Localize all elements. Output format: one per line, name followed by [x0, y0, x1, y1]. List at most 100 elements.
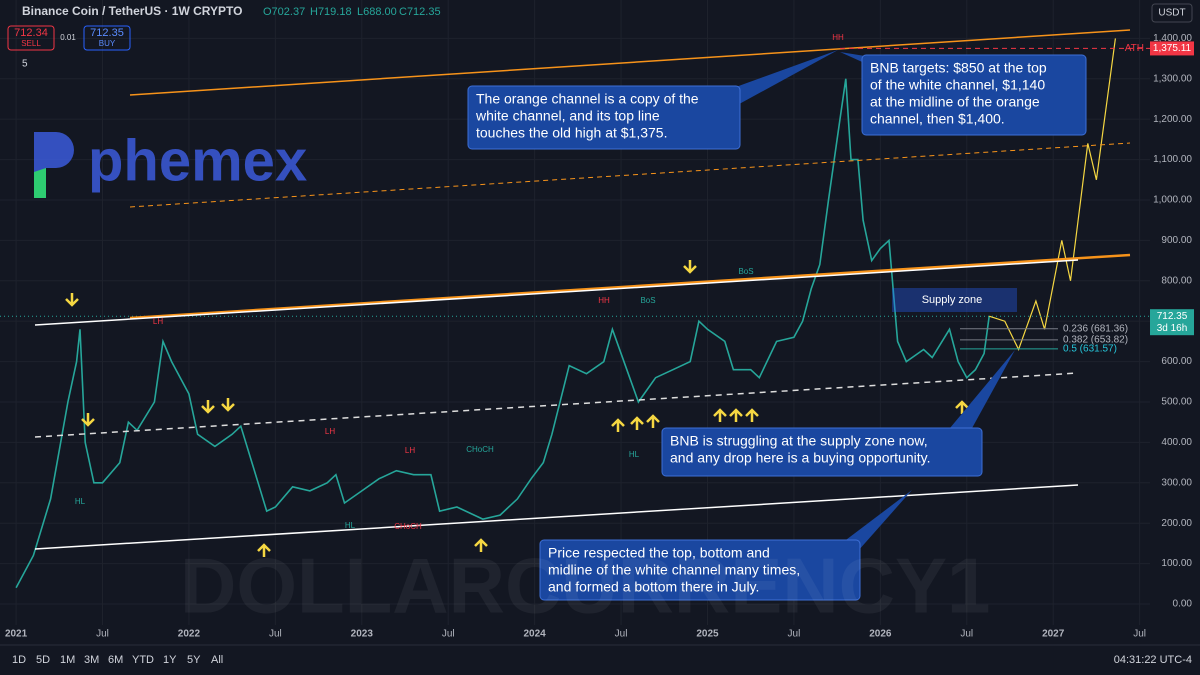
- y-tick-label: 500.00: [1161, 397, 1192, 408]
- y-tick-label: 100.00: [1161, 558, 1192, 569]
- y-tick-label: 200.00: [1161, 518, 1192, 529]
- symbol: Binance Coin / TetherUS · 1W CRYPTO: [22, 4, 242, 18]
- structure-label: LH: [153, 317, 163, 326]
- y-tick-label: 900.00: [1161, 235, 1192, 246]
- open: O702.37: [263, 6, 305, 18]
- arrow-down: [81, 413, 95, 427]
- orange-bottom: [129, 253, 1131, 320]
- range-button[interactable]: 3M: [84, 654, 99, 666]
- structure-label: BoS: [738, 267, 753, 276]
- arrow-up: [713, 408, 727, 422]
- y-tick-label: 300.00: [1161, 477, 1192, 488]
- white-bottom: [34, 484, 1079, 550]
- last-price-label: 712.35: [1157, 311, 1188, 322]
- range-button[interactable]: All: [211, 654, 223, 666]
- arrow-up: [955, 400, 969, 414]
- sell-button[interactable]: [7, 25, 55, 51]
- price-line: [15, 78, 990, 589]
- arrow-down: [65, 293, 79, 307]
- fib-label: 0.382 (653.82): [1063, 334, 1128, 345]
- range-button[interactable]: 1M: [60, 654, 75, 666]
- callout-text: and any drop here is a buying opportunit…: [670, 450, 930, 466]
- arrow-up: [257, 543, 271, 557]
- callout-text: and formed a bottom there in July.: [548, 579, 759, 595]
- callout-text: of the white channel, $1,140: [870, 77, 1045, 93]
- structure-label: HL: [75, 497, 86, 506]
- structure-label: LH: [325, 427, 335, 436]
- structure-label: CHoCH: [394, 522, 422, 531]
- x-tick-label: 2024: [524, 629, 547, 640]
- spread: 0.01: [60, 33, 76, 42]
- arrow-down: [221, 398, 235, 412]
- arrow-up: [745, 408, 759, 422]
- structure-label: HH: [598, 296, 610, 305]
- logo-text: phemex: [88, 128, 307, 193]
- arrow-up: [474, 538, 488, 552]
- range-button[interactable]: 1D: [12, 654, 26, 666]
- x-tick-label: 2025: [696, 629, 719, 640]
- fib-label: 0.5 (631.57): [1063, 343, 1117, 354]
- last-price-tag: [1150, 309, 1194, 336]
- structure-label: BoS: [640, 296, 655, 305]
- arrow-down: [683, 260, 697, 274]
- range-button[interactable]: 1Y: [163, 654, 177, 666]
- x-tick-label: 2026: [869, 629, 892, 640]
- callout-text: touches the old high at $1,375.: [476, 125, 667, 141]
- arrow-up: [729, 408, 743, 422]
- callout-pointer: [940, 350, 1015, 450]
- high: H719.18: [310, 6, 352, 18]
- plot: 2021 Jul 2022 Jul 2023 Jul 2024 Jul 2025 Jul 2026 J…: [0, 0, 1150, 640]
- callout-text: midline of the white channel many times,: [548, 562, 800, 578]
- x-tick-label: Jul: [615, 629, 628, 640]
- range-button[interactable]: YTD: [132, 654, 154, 666]
- x-tick-label: 2027: [1042, 629, 1065, 640]
- ath-text: ATH: [1125, 43, 1144, 54]
- x-tick-label: Jul: [1133, 629, 1146, 640]
- logo: phemex: [34, 128, 307, 198]
- x-tick-label: 2022: [178, 629, 201, 640]
- buy-label: BUY: [99, 39, 116, 48]
- structure-label: HH: [832, 33, 844, 42]
- x-tick-label: 2023: [351, 629, 374, 640]
- currency-box[interactable]: [1151, 3, 1193, 23]
- arrow-up: [611, 418, 625, 432]
- overlay: 0.00 100.00 200.00 300.00 400.00 500.00 600.00…: [65, 0, 1200, 645]
- channels: [34, 29, 1131, 550]
- projection-line: [989, 38, 1116, 352]
- arrow-up: [646, 414, 660, 428]
- countdown: 3d 16h: [1157, 323, 1188, 334]
- footer: 1D 5D 1M 3M 6M YTD 1Y 5Y All: [12, 654, 223, 666]
- ath-tag: [1150, 41, 1194, 56]
- x-tick-label: Jul: [269, 629, 282, 640]
- callout-text: BNB targets: $850 at the top: [870, 60, 1047, 76]
- white-top: [34, 259, 1079, 326]
- callout-box: [661, 427, 983, 477]
- y-tick-label: 0.00: [1173, 599, 1193, 610]
- y-tick-label: 1,000.00: [1153, 195, 1192, 206]
- supply-zone-box: [892, 288, 1017, 312]
- range-button[interactable]: 5D: [36, 654, 50, 666]
- indicators[interactable]: 5: [22, 59, 28, 70]
- y-tick-label: 1,200.00: [1153, 114, 1192, 125]
- callout-text: channel, then $1,400.: [870, 111, 1005, 127]
- range-button[interactable]: 5Y: [187, 654, 201, 666]
- callout-text: Price respected the top, bottom and: [548, 545, 770, 561]
- currency[interactable]: USDT: [1158, 8, 1185, 19]
- structure-label: CHoCH: [466, 445, 494, 454]
- ath-label: 1,375.11: [1153, 43, 1192, 54]
- x-tick-label: Jul: [788, 629, 801, 640]
- sell-label: SELL: [21, 39, 41, 48]
- buy-price: 712.35: [90, 27, 124, 39]
- x-tick-label: 2021: [5, 629, 28, 640]
- arrow-down: [201, 400, 215, 414]
- white-mid: [34, 372, 1079, 438]
- range-button[interactable]: 6M: [108, 654, 123, 666]
- orange-top: [129, 29, 1131, 96]
- buy-button[interactable]: [83, 25, 131, 51]
- callout-text: BNB is struggling at the supply zone now…: [670, 433, 928, 449]
- y-tick-label: 800.00: [1161, 275, 1192, 286]
- low: L688.00: [357, 6, 397, 18]
- y-tick-label: 1,400.00: [1153, 33, 1192, 44]
- watermark: DOLLARCURRENCY1: [180, 542, 990, 630]
- fib-label: 0.236 (681.36): [1063, 323, 1128, 334]
